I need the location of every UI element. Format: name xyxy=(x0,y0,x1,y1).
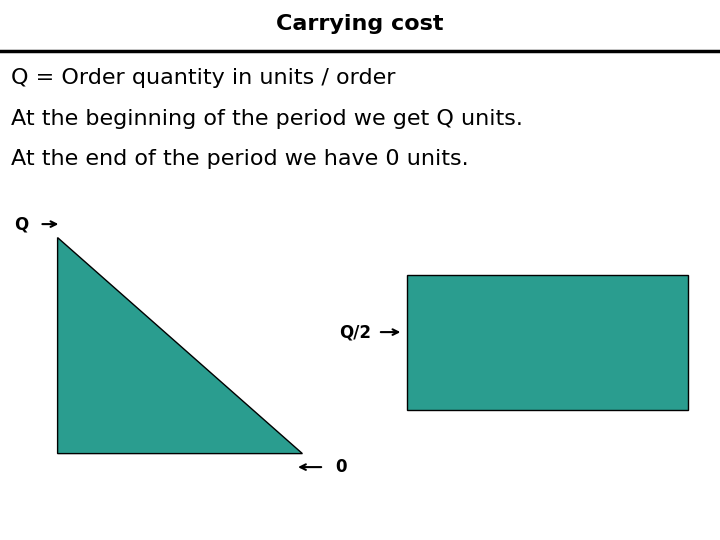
Text: Q = Order quantity in units / order: Q = Order quantity in units / order xyxy=(11,68,395,89)
Polygon shape xyxy=(58,238,302,454)
Text: At the end of the period we have 0 units.: At the end of the period we have 0 units… xyxy=(11,149,469,170)
Text: Q/2: Q/2 xyxy=(339,323,371,341)
Text: Carrying cost: Carrying cost xyxy=(276,14,444,35)
Text: Q: Q xyxy=(14,215,29,233)
Bar xyxy=(407,275,688,410)
Text: At the beginning of the period we get Q units.: At the beginning of the period we get Q … xyxy=(11,109,523,129)
Text: 0: 0 xyxy=(335,458,346,476)
